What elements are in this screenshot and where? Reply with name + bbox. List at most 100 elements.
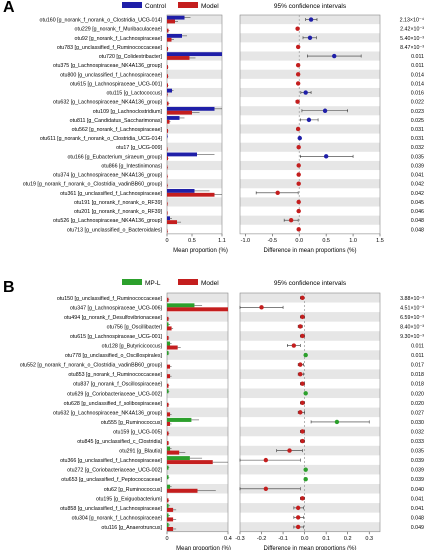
right-tick-label: 1.0: [349, 238, 357, 244]
row-band-right: [240, 369, 380, 379]
row-band-right: [240, 464, 380, 475]
diff-point: [323, 154, 329, 159]
p-value: 2.42×10⁻³: [400, 27, 424, 33]
row-band-right: [240, 484, 380, 494]
bar-mp-l: [167, 475, 169, 480]
bar-model: [167, 488, 198, 493]
diff-point: [300, 438, 305, 444]
left-tick-label: 0.4: [224, 536, 232, 542]
bar-model: [167, 19, 175, 24]
row-label: otu195 [g_Exiguobacterium]: [96, 496, 162, 502]
p-value: 0.042: [411, 182, 424, 188]
row-band-left: [167, 160, 222, 171]
bar-model: [167, 92, 168, 97]
diff-point: [322, 108, 328, 113]
bar-model: [167, 211, 168, 215]
diff-point: [287, 448, 292, 453]
row-label: otu611 [g_norank_f_norank_o_Clostridia_U…: [40, 136, 163, 142]
row-band-right: [240, 293, 380, 303]
p-value: 3.88×10⁻³: [400, 296, 424, 302]
p-value: 0.049: [411, 525, 424, 531]
row-band-left: [167, 388, 228, 399]
row-label: otu115 [g_Lactococcus]: [106, 91, 162, 97]
row-label: otu555 [g_Ruminococcus]: [101, 420, 163, 426]
diff-point: [303, 90, 308, 95]
diff-point: [263, 486, 269, 491]
x-axis-label-left: Mean proportion (%): [173, 248, 228, 254]
row-band-right: [240, 160, 380, 171]
bar-model: [167, 412, 171, 417]
diff-point: [296, 163, 301, 168]
ci-header: 95% confidence intervals: [274, 280, 347, 287]
bar-model: [167, 364, 171, 369]
row-band-right: [240, 124, 380, 134]
bar-mp-l: [167, 389, 169, 394]
row-band-right: [240, 407, 380, 418]
ci-header: 95% confidence intervals: [274, 3, 347, 10]
bar-model: [167, 37, 172, 42]
p-value: 0.020: [411, 401, 424, 407]
row-label: otu150 [g_unclassified_f_Ruminococcaceae…: [57, 296, 163, 302]
row-label: otu526 [g_Lachnospiraceae_NK4A136_group]: [53, 218, 162, 224]
row-label: otu62 [g_Ruminococcus]: [104, 487, 163, 493]
diff-point: [297, 135, 302, 141]
diff-point: [291, 343, 297, 348]
bar-model: [167, 101, 169, 106]
diff-point: [295, 99, 300, 104]
diff-point: [306, 117, 312, 123]
bar-model: [167, 526, 174, 531]
row-label: otu845 [g_unclassified_c_Clostridia]: [77, 439, 162, 445]
row-band-left: [167, 331, 228, 341]
row-band-left: [167, 464, 228, 475]
row-label: otu361 [g_unclassified_f_Lachnospiraceae…: [60, 191, 162, 197]
row-band-left: [167, 426, 228, 437]
legend-label-b: Model: [201, 3, 219, 10]
row-band-right: [240, 503, 380, 513]
p-value: 0.014: [411, 72, 424, 78]
right-tick-label: 0.0: [295, 238, 303, 244]
diff-point: [300, 496, 305, 501]
x-axis-label-right: Difference in mean proportions (%): [264, 248, 357, 254]
p-value: 0.048: [411, 515, 424, 521]
p-value: 0.032: [411, 145, 424, 151]
row-band-left: [167, 179, 222, 189]
p-value: 0.020: [411, 391, 424, 397]
bar-control: [167, 116, 180, 120]
diff-point: [295, 62, 301, 68]
row-label: otu375 [g_Lachnospiraceae_NK4A136_group]: [53, 63, 162, 69]
legend-label-a: MP-L: [145, 280, 161, 287]
bar-model: [167, 517, 174, 522]
row-band-left: [167, 312, 228, 322]
p-value: 0.017: [411, 363, 424, 369]
row-label: otu837 [g_norank_f_Oscillospiraceae]: [73, 382, 162, 388]
legend-swatch-a: [122, 279, 142, 285]
row-label: otu347 [g_Lachnospiraceae_UCG-006]: [70, 305, 163, 311]
p-value: 0.046: [411, 209, 424, 215]
row-label: otu159 [g_UCG-005]: [113, 429, 162, 435]
p-value: 0.011: [411, 344, 424, 350]
row-label: otu291 [g_Blautia]: [119, 449, 162, 455]
row-label: otu160 [g_norank_f_norank_o_Clostridia_U…: [40, 18, 163, 24]
p-value: 0.011: [411, 353, 424, 359]
bar-control: [167, 88, 172, 93]
p-value: 0.041: [411, 173, 424, 179]
row-label: otu229 [g_norank_f_Muribaculaceae]: [75, 27, 163, 33]
row-band-right: [240, 522, 380, 532]
row-band-right: [240, 350, 380, 360]
row-band-right: [240, 331, 380, 341]
diff-point: [295, 26, 300, 31]
row-band-right: [240, 312, 380, 322]
bar-model: [167, 316, 169, 321]
left-tick-label: 0.5: [188, 238, 196, 244]
p-value: 0.035: [411, 154, 424, 160]
left-tick-label: 0: [165, 238, 168, 244]
row-label: otu756 [g_Oscillibacter]: [107, 324, 163, 330]
legend: MP-L Model: [122, 279, 219, 287]
bar-model: [167, 229, 168, 234]
p-value: 0.011: [411, 63, 424, 69]
diff-point: [303, 391, 308, 396]
diff-point: [296, 181, 301, 186]
x-axis-label-right: Difference in mean proportions (%): [264, 546, 357, 550]
bar-model: [167, 335, 169, 340]
bar-model: [167, 119, 170, 124]
